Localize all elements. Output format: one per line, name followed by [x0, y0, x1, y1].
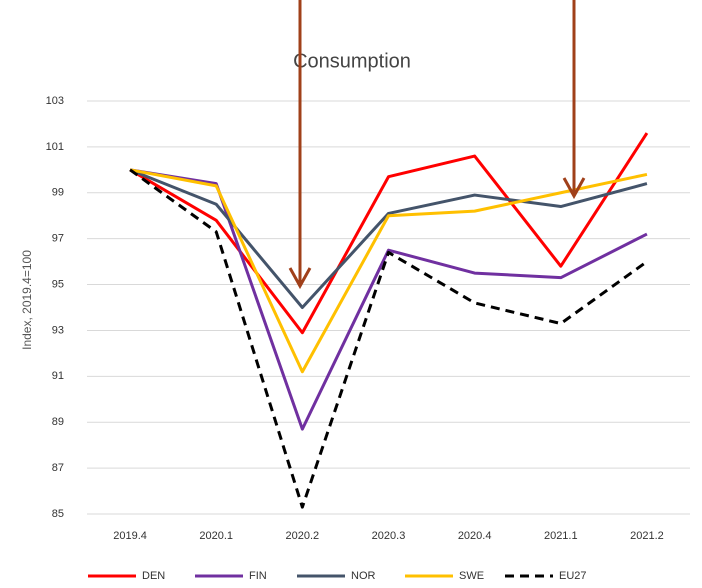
- series-line: [129, 168, 648, 374]
- arrow-head: [562, 177, 586, 200]
- series-line: [129, 132, 649, 335]
- chart-title: Consumption: [293, 50, 411, 72]
- x-tick-label: 2020.1: [199, 530, 233, 542]
- y-tick-label: 103: [46, 95, 64, 107]
- y-tick-label: 87: [52, 462, 64, 474]
- annotation-arrows: [288, 0, 586, 290]
- legend-label: DEN: [142, 570, 165, 582]
- series-line: [129, 168, 648, 509]
- legend-label: SWE: [459, 570, 484, 582]
- legend-label: EU27: [559, 570, 587, 582]
- series-line: [129, 168, 648, 309]
- x-tick-label: 2021.1: [544, 530, 578, 542]
- y-tick-label: 93: [52, 324, 64, 336]
- x-tick-label: 2020.4: [458, 530, 492, 542]
- y-tick-label: 99: [52, 187, 64, 199]
- y-tick-label: 91: [52, 370, 64, 382]
- x-tick-label: 2021.2: [630, 530, 664, 542]
- legend-label: FIN: [249, 570, 267, 582]
- y-tick-label: 85: [52, 508, 64, 520]
- y-axis-label: Index, 2019.4=100: [20, 250, 34, 350]
- y-tick-label: 89: [52, 416, 64, 428]
- y-tick-label: 97: [52, 233, 64, 245]
- y-tick-label: 101: [46, 141, 64, 153]
- x-tick-label: 2020.3: [372, 530, 406, 542]
- legend-label: NOR: [351, 570, 376, 582]
- series-line: [129, 168, 648, 431]
- x-tick-label: 2019.4: [113, 530, 147, 542]
- plot-area: 85 87 89 91 93 95 97 99 101 103 2019.4 2020.1 2020.2…: [46, 95, 690, 542]
- y-tick-label: 95: [52, 278, 64, 290]
- arrow-head: [288, 267, 312, 290]
- x-tick-label: 2020.2: [286, 530, 320, 542]
